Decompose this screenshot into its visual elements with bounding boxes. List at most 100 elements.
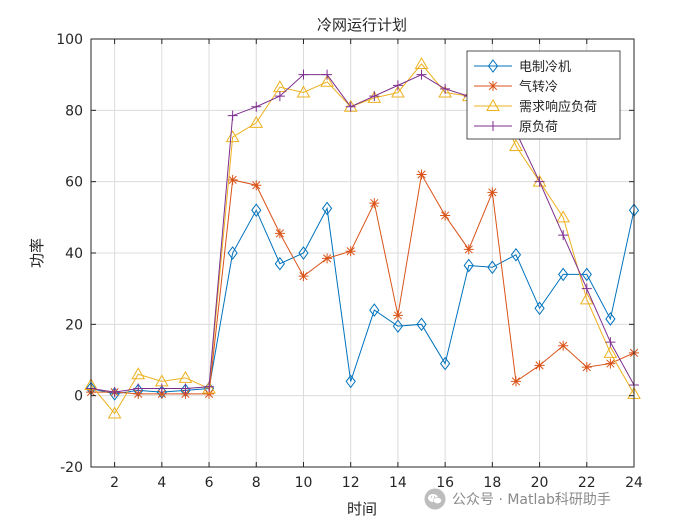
x-tick-label: 22: [578, 475, 596, 491]
data-point-plus: [581, 283, 592, 294]
data-point-triangle: [509, 138, 523, 151]
data-point-asterisk: [133, 388, 144, 399]
data-point-plus: [251, 101, 262, 112]
y-tick-label: 60: [65, 175, 83, 191]
data-point-asterisk: [298, 271, 309, 282]
legend-label: 电制冷机: [519, 60, 571, 75]
data-point-diamond: [345, 374, 356, 389]
legend-label: 气转冷: [519, 79, 558, 95]
data-point-triangle: [320, 74, 334, 87]
data-point-diamond: [487, 59, 499, 73]
data-point-asterisk: [204, 388, 215, 399]
data-point-asterisk: [558, 340, 569, 351]
data-point-asterisk: [227, 174, 238, 185]
data-point-asterisk: [180, 388, 191, 399]
data-point-plus: [156, 383, 167, 394]
data-point-triangle: [391, 85, 405, 98]
data-point-diamond: [251, 203, 262, 218]
series-layer: [84, 56, 641, 419]
y-tick-label: 100: [56, 32, 83, 48]
series-3: [84, 56, 641, 419]
legend-label: 原负荷: [519, 120, 558, 135]
data-point-asterisk: [488, 81, 498, 91]
data-point-triangle: [579, 292, 594, 305]
data-point-diamond: [605, 312, 616, 326]
data-point-diamond: [534, 301, 545, 316]
x-tick-label: 6: [205, 475, 214, 491]
data-point-plus: [558, 230, 569, 241]
data-point-asterisk: [345, 246, 356, 257]
data-point-diamond: [581, 267, 592, 282]
data-point-plus: [227, 110, 238, 121]
data-point-asterisk: [487, 187, 498, 198]
data-point-plus: [488, 121, 498, 131]
data-point-asterisk: [534, 360, 545, 371]
data-point-diamond: [463, 258, 474, 273]
y-tick-label: 20: [65, 317, 83, 333]
chart-title: 冷网运行计划: [317, 16, 407, 34]
watermark: 公众号 · Matlab科研助手: [424, 486, 696, 512]
data-point-asterisk: [605, 358, 616, 369]
data-point-diamond: [392, 319, 404, 333]
data-point-diamond: [440, 356, 451, 371]
data-point-triangle: [603, 345, 618, 358]
data-point-triangle: [131, 367, 146, 380]
data-point-triangle: [249, 115, 264, 128]
data-point-asterisk: [416, 169, 427, 180]
data-point-diamond: [558, 267, 569, 282]
data-point-plus: [345, 101, 356, 112]
data-point-plus: [392, 80, 403, 91]
data-point-triangle: [225, 130, 240, 143]
data-point-triangle: [438, 85, 452, 98]
wechat-icon: [424, 488, 446, 510]
watermark-text: 公众号 · Matlab科研助手: [452, 492, 611, 508]
legend-item: 需求响应负荷: [474, 98, 597, 115]
data-point-plus: [180, 383, 191, 394]
legend-item: 原负荷: [474, 120, 558, 135]
data-point-triangle: [296, 85, 311, 98]
y-tick-label: 80: [65, 103, 83, 119]
data-point-triangle: [486, 98, 500, 111]
y-axis-label: 功率: [28, 238, 46, 268]
data-point-diamond: [510, 247, 522, 262]
data-point-diamond: [298, 246, 309, 260]
data-point-diamond: [369, 303, 380, 317]
x-tick-label: 14: [389, 475, 407, 491]
x-tick-label: 2: [110, 475, 119, 491]
data-point-asterisk: [156, 388, 167, 399]
data-point-plus: [204, 381, 215, 392]
x-tick-label: 16: [436, 475, 454, 491]
legend-item: 电制冷机: [474, 59, 571, 75]
data-point-plus: [322, 69, 333, 80]
data-point-plus: [534, 176, 545, 187]
data-point-diamond: [487, 260, 498, 275]
data-point-asterisk: [510, 376, 521, 387]
data-point-diamond: [274, 256, 285, 271]
data-point-plus: [109, 387, 120, 398]
data-point-asterisk: [322, 253, 333, 264]
data-point-diamond: [321, 201, 333, 216]
data-point-plus: [416, 69, 427, 80]
data-point-plus: [369, 91, 380, 102]
y-tick-label: -20: [60, 460, 83, 476]
data-point-diamond: [416, 317, 427, 332]
data-point-plus: [133, 383, 144, 394]
data-point-triangle: [178, 370, 193, 383]
x-tick-label: 18: [483, 475, 501, 491]
x-tick-label: 12: [342, 475, 360, 491]
data-point-asterisk: [440, 210, 451, 221]
data-point-plus: [298, 69, 309, 80]
x-tick-label: 20: [531, 475, 549, 491]
data-point-triangle: [414, 56, 429, 69]
x-axis-label: 时间: [347, 500, 377, 518]
data-point-triangle: [107, 406, 122, 419]
data-point-diamond: [227, 246, 238, 260]
data-point-asterisk: [274, 228, 285, 239]
data-point-asterisk: [392, 310, 403, 321]
x-tick-label: 24: [625, 475, 643, 491]
data-point-plus: [605, 337, 616, 348]
data-point-asterisk: [463, 244, 474, 255]
data-point-asterisk: [369, 198, 380, 209]
